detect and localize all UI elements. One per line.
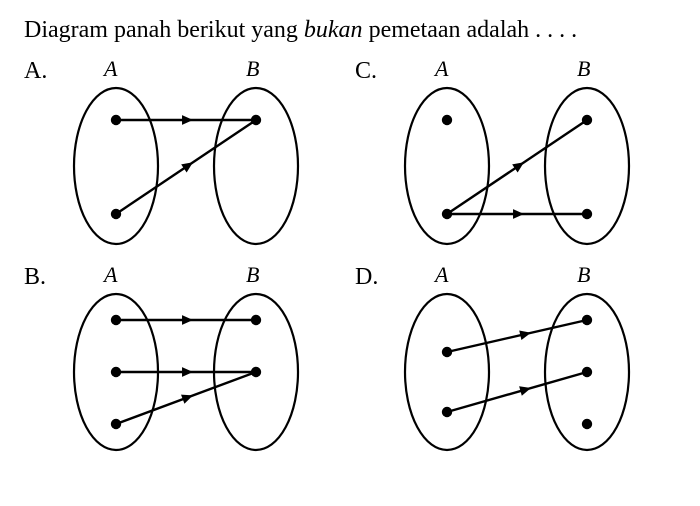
element-dot <box>251 315 261 325</box>
question-part-after: pemetaan adalah . . . . <box>363 17 578 43</box>
options-grid: A.ABC.ABB.ABD.AB <box>24 56 676 462</box>
element-dot <box>111 419 121 429</box>
option: D.AB <box>355 262 676 462</box>
element-dot <box>582 419 592 429</box>
mapping-arrow <box>116 372 256 424</box>
element-dot <box>582 315 592 325</box>
question-part-before: Diagram panah berikut yang <box>24 17 304 43</box>
set-ellipse-a <box>405 88 489 244</box>
option-letter: B. <box>24 262 50 291</box>
question-text: Diagram panah berikut yang bukan pemetaa… <box>24 14 676 46</box>
option-letter: D. <box>355 262 381 291</box>
question-italic: bukan <box>304 17 363 43</box>
option: B.AB <box>24 262 345 462</box>
element-dot <box>442 115 452 125</box>
mapping-arrow <box>116 367 256 377</box>
arrow-diagram <box>387 56 647 256</box>
mapping-arrow <box>447 372 587 412</box>
element-dot <box>111 315 121 325</box>
arrow-diagram <box>56 262 316 462</box>
mapping-arrow <box>447 320 587 352</box>
element-dot <box>251 115 261 125</box>
element-dot <box>582 115 592 125</box>
set-ellipse-a <box>74 88 158 244</box>
set-ellipse-b <box>214 88 298 244</box>
diagram-wrap: AB <box>387 56 647 256</box>
element-dot <box>442 407 452 417</box>
arrow-diagram <box>56 56 316 256</box>
set-label-b: B <box>577 262 590 288</box>
option: C.AB <box>355 56 676 256</box>
element-dot <box>111 209 121 219</box>
set-label-a: A <box>435 56 448 82</box>
set-ellipse-b <box>545 88 629 244</box>
set-label-a: A <box>104 262 117 288</box>
set-label-b: B <box>246 262 259 288</box>
diagram-wrap: AB <box>56 56 316 256</box>
option: A.AB <box>24 56 345 256</box>
set-label-b: B <box>246 56 259 82</box>
mapping-arrow <box>447 120 587 214</box>
element-dot <box>251 367 261 377</box>
set-ellipse-a <box>405 294 489 450</box>
element-dot <box>111 115 121 125</box>
element-dot <box>442 347 452 357</box>
mapping-arrow <box>116 120 256 214</box>
diagram-wrap: AB <box>56 262 316 462</box>
mapping-arrow <box>447 209 587 219</box>
element-dot <box>111 367 121 377</box>
set-label-b: B <box>577 56 590 82</box>
set-label-a: A <box>104 56 117 82</box>
mapping-arrow <box>116 115 256 125</box>
option-letter: C. <box>355 56 381 85</box>
option-letter: A. <box>24 56 50 85</box>
arrow-diagram <box>387 262 647 462</box>
element-dot <box>582 209 592 219</box>
element-dot <box>582 367 592 377</box>
element-dot <box>442 209 452 219</box>
mapping-arrow <box>116 315 256 325</box>
set-label-a: A <box>435 262 448 288</box>
diagram-wrap: AB <box>387 262 647 462</box>
